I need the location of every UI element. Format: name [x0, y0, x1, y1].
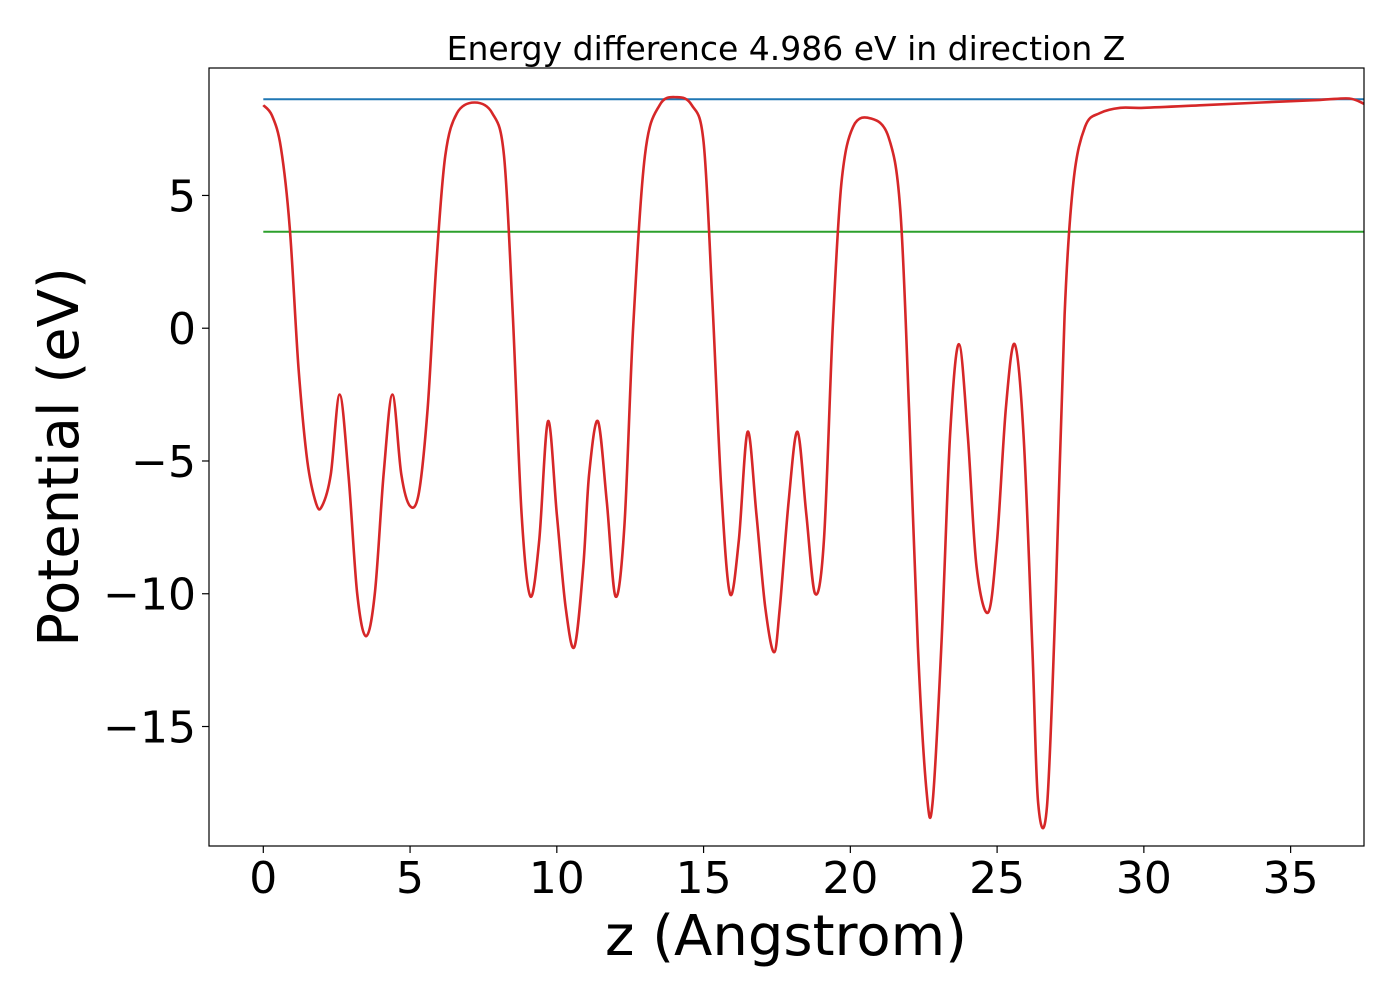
y-axis-label: Potential (eV) — [27, 267, 92, 647]
x-axis-ticks: 0 5 10 15 20 25 30 35 — [249, 846, 1319, 904]
series-layer — [262, 95, 1365, 830]
y-tick-label: 0 — [168, 304, 196, 355]
x-tick-label: 15 — [676, 853, 732, 904]
x-tick-label: 25 — [969, 853, 1025, 904]
y-tick-label: 5 — [168, 171, 196, 222]
plot-frame — [208, 67, 1365, 847]
x-tick-label: 5 — [396, 853, 424, 904]
y-tick-label: −10 — [103, 570, 196, 621]
potential-curve — [262, 95, 1365, 830]
x-tick-label: 10 — [529, 853, 585, 904]
x-tick-label: 20 — [822, 853, 878, 904]
y-axis-ticks: 5 0 −5 −10 −15 — [103, 171, 209, 754]
y-tick-label: −5 — [131, 437, 196, 488]
x-tick-label: 30 — [1116, 853, 1172, 904]
x-tick-label: 35 — [1263, 853, 1319, 904]
x-axis-label: z (Angstrom) — [605, 904, 967, 969]
y-tick-label: −15 — [103, 703, 196, 754]
chart-title: Energy difference 4.986 eV in direction … — [447, 29, 1126, 68]
x-tick-label: 0 — [249, 853, 277, 904]
